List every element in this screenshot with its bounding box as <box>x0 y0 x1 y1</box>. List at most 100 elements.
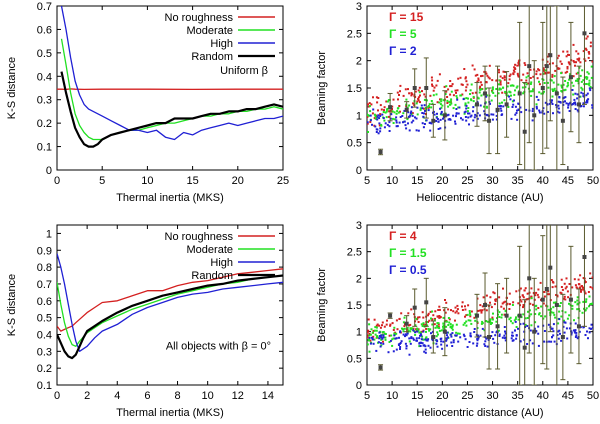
scatter-point <box>550 311 553 314</box>
scatter-point <box>414 333 417 336</box>
scatter-point <box>461 118 464 121</box>
scatter-point <box>464 308 467 311</box>
scatter-point <box>428 329 431 332</box>
scatter-point <box>560 339 563 342</box>
scatter-point <box>486 94 489 97</box>
scatter-point <box>387 115 390 118</box>
scatter-point <box>537 325 540 328</box>
scatter-point <box>517 108 520 111</box>
x-tick-label: 25 <box>461 390 473 402</box>
observed-points <box>378 225 587 385</box>
scatter-point <box>510 117 513 120</box>
scatter-point <box>424 109 426 112</box>
scatter-point <box>484 340 487 343</box>
scatter-point <box>415 117 418 120</box>
scatter-point <box>590 323 593 326</box>
scatter-point <box>513 70 516 73</box>
scatter-point <box>374 326 377 329</box>
scatter-point <box>377 97 380 99</box>
scatter-point <box>414 90 417 93</box>
scatter-point <box>385 110 388 113</box>
scatter-point <box>426 324 429 327</box>
scatter-point <box>550 279 553 281</box>
scatter-point <box>451 332 454 335</box>
scatter-point <box>485 81 488 84</box>
scatter-point <box>405 345 408 347</box>
scatter-point <box>400 312 403 315</box>
plot-area <box>367 225 593 385</box>
scatter-point <box>472 106 475 109</box>
scatter-point <box>514 113 517 116</box>
scatter-point <box>564 287 567 290</box>
scatter-point <box>409 327 412 330</box>
scatter-point <box>519 323 522 326</box>
scatter-point <box>436 326 439 329</box>
scatter-point <box>532 303 534 306</box>
scatter-point <box>503 334 506 337</box>
scatter-point <box>480 311 483 314</box>
scatter-point <box>522 73 525 76</box>
x-tick-label: 0 <box>54 175 60 187</box>
scatter-point <box>553 340 556 343</box>
scatter-point <box>588 305 590 308</box>
scatter-point <box>425 330 427 333</box>
scatter-point <box>564 71 567 74</box>
scatter-point <box>480 83 483 86</box>
scatter-point <box>423 104 426 107</box>
scatter-point <box>429 94 432 97</box>
scatter-point <box>419 101 421 104</box>
scatter-point <box>415 102 418 105</box>
scatter-point <box>456 89 459 92</box>
scatter-point <box>527 310 529 313</box>
scatter-point <box>429 129 432 132</box>
scatter-point <box>501 302 504 305</box>
scatter-point <box>390 334 393 337</box>
scatter-point <box>368 334 371 337</box>
scatter-point <box>380 108 383 111</box>
scatter-point <box>557 322 560 325</box>
scatter-point <box>483 105 485 108</box>
scatter-point <box>388 341 391 343</box>
scatter-point <box>551 99 553 102</box>
plot-area <box>367 6 593 170</box>
scatter-point <box>426 321 428 324</box>
scatter-point <box>572 60 575 62</box>
y-tick-label: 0.3 <box>37 346 52 358</box>
scatter-point <box>455 310 458 313</box>
scatter-point <box>409 323 412 326</box>
scatter-point <box>440 329 443 332</box>
scatter-point <box>406 106 409 109</box>
scatter-point <box>454 311 457 314</box>
scatter-point <box>367 343 369 346</box>
observed-point <box>474 102 479 107</box>
scatter-point <box>542 69 545 72</box>
scatter-point <box>388 334 391 337</box>
scatter-point <box>439 103 442 106</box>
scatter-point <box>491 79 494 82</box>
observed-point <box>554 91 559 96</box>
scatter-point <box>437 333 439 336</box>
scatter-point <box>421 335 424 338</box>
observed-point <box>474 313 479 318</box>
scatter-point <box>416 113 419 116</box>
scatter-point <box>438 316 441 319</box>
y-tick-label: 1 <box>356 327 362 339</box>
scatter-point <box>570 103 573 106</box>
scatter-point <box>476 339 479 342</box>
scatter-point <box>419 107 422 110</box>
scatter-point <box>447 308 450 311</box>
scatter-point <box>403 120 406 123</box>
scatter-point <box>416 100 419 103</box>
scatter-point <box>491 331 494 334</box>
scatter-point <box>566 66 569 68</box>
scatter-point <box>478 91 481 94</box>
x-axis-label: Heliocentric distance (AU) <box>416 192 543 204</box>
scatter-point <box>443 85 446 88</box>
scatter-point <box>435 339 438 342</box>
scatter-point <box>533 298 536 301</box>
scatter-point <box>410 94 413 97</box>
scatter-point <box>465 80 468 83</box>
scatter-point <box>546 305 549 308</box>
scatter-point <box>530 297 533 300</box>
scatter-point <box>374 125 377 128</box>
